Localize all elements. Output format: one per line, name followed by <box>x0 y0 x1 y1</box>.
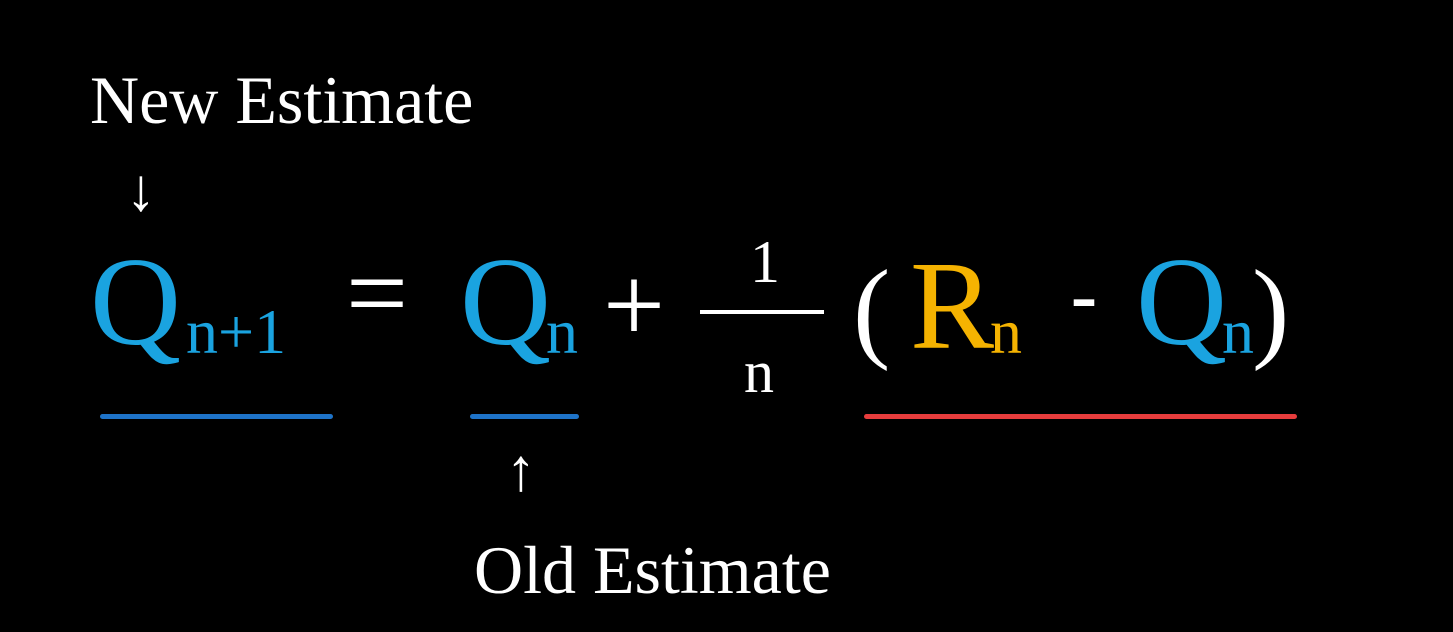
lhs-subscript: n+1 <box>186 296 287 367</box>
error-q-subscript: n <box>1222 296 1254 367</box>
plus-sign: + <box>603 244 666 366</box>
arrow-up-icon: ↑ <box>506 437 536 503</box>
error-q-symbol: Q <box>1136 233 1227 372</box>
old-q-symbol: Q <box>460 233 551 372</box>
equals-sign: = <box>346 232 409 354</box>
lhs-underline <box>100 414 333 419</box>
old-estimate-label: Old Estimate <box>474 532 831 608</box>
error-underline <box>864 414 1297 419</box>
old-underline <box>470 414 579 419</box>
fraction-denominator: n <box>744 339 774 405</box>
fraction-numerator: 1 <box>750 229 780 295</box>
fraction-bar <box>700 310 824 314</box>
lhs-q-symbol: Q <box>90 233 181 372</box>
arrow-down-icon: ↓ <box>126 157 156 223</box>
new-estimate-label: New Estimate <box>90 62 474 138</box>
old-q-subscript: n <box>546 296 578 367</box>
reward-subscript: n <box>990 296 1022 367</box>
close-paren: ) <box>1252 248 1290 372</box>
minus-sign: - <box>1070 249 1098 343</box>
open-paren: ( <box>853 248 891 372</box>
reward-r-symbol: R <box>910 237 995 376</box>
